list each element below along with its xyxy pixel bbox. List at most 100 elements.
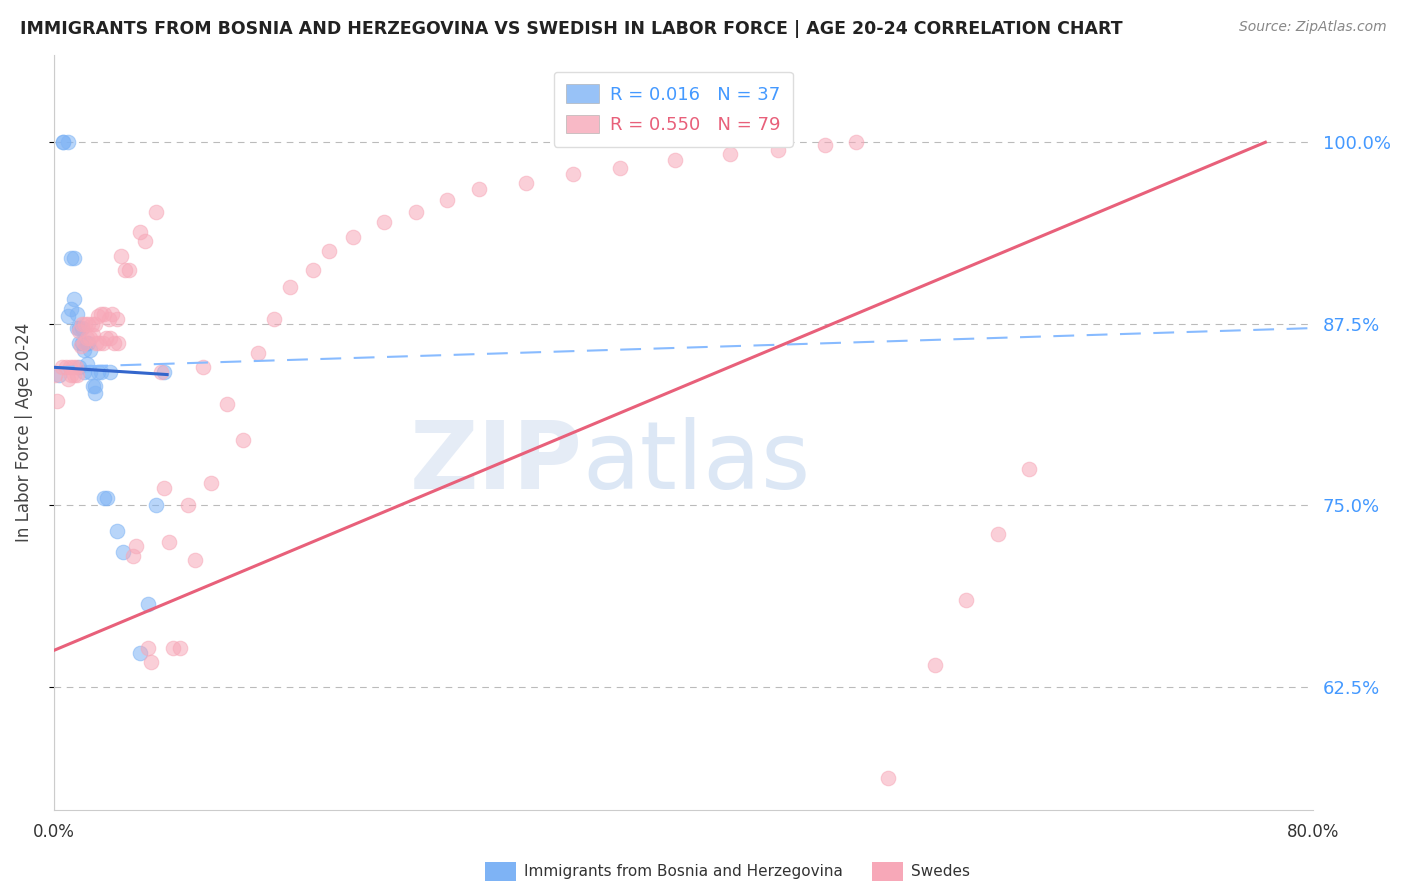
Point — [124, 539, 146, 553]
Point — [87, 310, 110, 324]
Point — [100, 331, 122, 345]
Point — [814, 138, 837, 153]
Text: ZIP: ZIP — [409, 417, 582, 508]
Point — [83, 317, 105, 331]
Point — [609, 161, 631, 176]
Point — [153, 365, 176, 379]
Point — [66, 307, 89, 321]
Point — [80, 317, 103, 331]
Point — [193, 360, 215, 375]
Point — [70, 335, 93, 350]
Point — [162, 640, 184, 655]
Point — [845, 135, 868, 149]
Point — [58, 360, 80, 375]
Point — [766, 143, 789, 157]
Point — [77, 317, 100, 331]
Point — [63, 292, 86, 306]
Point — [90, 365, 112, 379]
Point — [77, 335, 100, 350]
Point — [110, 248, 132, 262]
Point — [342, 229, 364, 244]
Point — [75, 317, 97, 331]
Point — [66, 368, 89, 382]
Point — [73, 365, 96, 379]
Point — [318, 244, 340, 259]
Point — [56, 372, 79, 386]
Point — [247, 345, 270, 359]
Point — [60, 302, 83, 317]
Point — [263, 312, 285, 326]
Point — [136, 597, 159, 611]
Point — [44, 368, 66, 382]
Point — [82, 328, 104, 343]
Point — [562, 167, 585, 181]
Point — [48, 368, 70, 382]
Point — [112, 544, 135, 558]
Point — [232, 433, 254, 447]
Text: Source: ZipAtlas.com: Source: ZipAtlas.com — [1239, 20, 1386, 34]
Point — [955, 592, 977, 607]
Point — [87, 365, 110, 379]
Point — [67, 360, 90, 375]
Point — [302, 263, 325, 277]
Point — [79, 365, 101, 379]
Point — [67, 324, 90, 338]
Point — [91, 335, 114, 350]
Point — [100, 365, 122, 379]
Point — [121, 549, 143, 563]
Point — [79, 331, 101, 345]
Point — [86, 335, 108, 350]
Point — [55, 360, 77, 375]
Point — [157, 534, 180, 549]
Point — [73, 343, 96, 357]
Point — [52, 135, 75, 149]
Point — [149, 365, 172, 379]
Point — [67, 335, 90, 350]
Point — [73, 335, 96, 350]
Text: Immigrants from Bosnia and Herzegovina: Immigrants from Bosnia and Herzegovina — [524, 864, 844, 879]
Point — [103, 335, 125, 350]
Point — [153, 481, 176, 495]
Point — [76, 331, 98, 345]
Point — [114, 263, 136, 277]
Point — [82, 379, 104, 393]
Point — [51, 360, 73, 375]
Point — [83, 386, 105, 401]
Point — [46, 393, 69, 408]
Point — [60, 368, 83, 382]
Point — [89, 335, 111, 350]
Point — [70, 321, 93, 335]
Point — [67, 321, 90, 335]
Point — [200, 476, 222, 491]
Text: Swedes: Swedes — [911, 864, 970, 879]
Point — [76, 358, 98, 372]
Point — [66, 321, 89, 335]
Point — [136, 640, 159, 655]
Point — [176, 498, 198, 512]
Point — [101, 307, 124, 321]
Point — [93, 307, 115, 321]
Legend: R = 0.016   N = 37, R = 0.550   N = 79: R = 0.016 N = 37, R = 0.550 N = 79 — [554, 71, 793, 146]
Point — [373, 215, 395, 229]
Point — [278, 280, 301, 294]
Point — [1018, 462, 1040, 476]
Text: atlas: atlas — [582, 417, 811, 508]
Point — [405, 205, 427, 219]
Point — [467, 182, 489, 196]
Point — [97, 312, 120, 326]
Point — [924, 657, 946, 672]
Point — [70, 317, 93, 331]
Point — [134, 234, 156, 248]
Point — [76, 335, 98, 350]
Y-axis label: In Labor Force | Age 20-24: In Labor Force | Age 20-24 — [15, 323, 32, 542]
Point — [215, 396, 238, 410]
Point — [96, 491, 118, 505]
Point — [65, 360, 87, 375]
Point — [62, 360, 84, 375]
Point — [94, 331, 117, 345]
Point — [93, 491, 115, 505]
Point — [69, 338, 91, 352]
Point — [876, 771, 898, 785]
Point — [90, 307, 112, 321]
Point — [56, 310, 79, 324]
